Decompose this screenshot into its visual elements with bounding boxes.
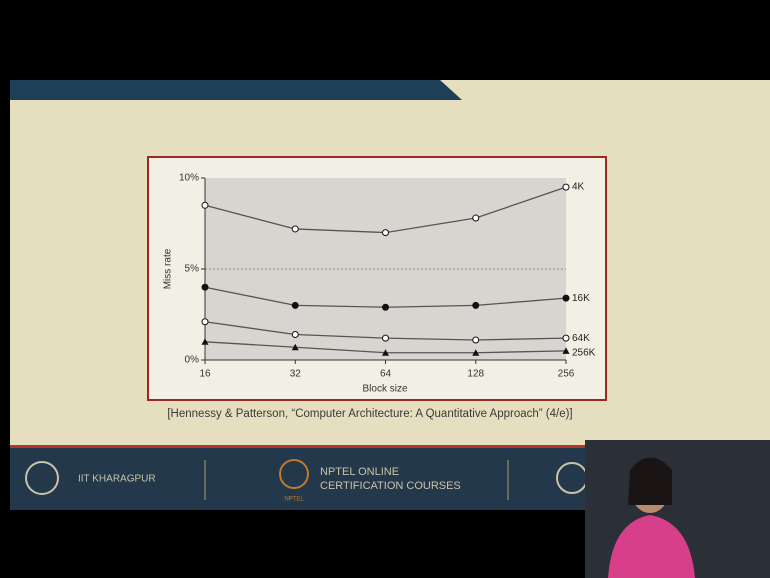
marker bbox=[383, 230, 389, 236]
marker bbox=[202, 319, 208, 325]
x-tick-label: 16 bbox=[199, 369, 211, 380]
series-label: 4K bbox=[572, 182, 585, 193]
marker bbox=[383, 304, 389, 310]
x-axis-label: Block size bbox=[362, 384, 407, 395]
y-tick-label: 5% bbox=[185, 264, 200, 275]
citation: [Hennessy & Patterson, “Computer Archite… bbox=[167, 408, 572, 420]
series-label: 64K bbox=[572, 333, 590, 344]
marker bbox=[563, 335, 569, 341]
marker bbox=[383, 335, 389, 341]
logo-caption: NPTEL bbox=[284, 497, 304, 503]
x-tick-label: 32 bbox=[290, 369, 302, 380]
footer-center-2: CERTIFICATION COURSES bbox=[320, 480, 461, 492]
x-tick-label: 256 bbox=[558, 369, 575, 380]
marker bbox=[292, 302, 298, 308]
series-label: 256K bbox=[572, 348, 596, 359]
marker bbox=[202, 202, 208, 208]
marker bbox=[563, 295, 569, 301]
series-label: 16K bbox=[572, 293, 590, 304]
screen: Miss rate Block size [Hennessy & Patters… bbox=[0, 0, 770, 578]
x-tick-label: 128 bbox=[467, 369, 484, 380]
y-tick-label: 10% bbox=[179, 173, 199, 184]
page: Miss rate Block size [Hennessy & Patters… bbox=[0, 0, 770, 578]
y-axis-label: Miss rate bbox=[163, 248, 174, 289]
marker bbox=[473, 337, 479, 343]
marker bbox=[292, 332, 298, 338]
footer-center-1: NPTEL ONLINE bbox=[320, 466, 399, 478]
slide-banner bbox=[10, 80, 462, 100]
marker bbox=[292, 226, 298, 232]
marker bbox=[473, 215, 479, 221]
y-tick-label: 0% bbox=[185, 355, 200, 366]
footer-left: IIT KHARAGPUR bbox=[78, 474, 156, 485]
marker bbox=[473, 302, 479, 308]
marker bbox=[202, 284, 208, 290]
marker bbox=[563, 184, 569, 190]
x-tick-label: 64 bbox=[380, 369, 392, 380]
